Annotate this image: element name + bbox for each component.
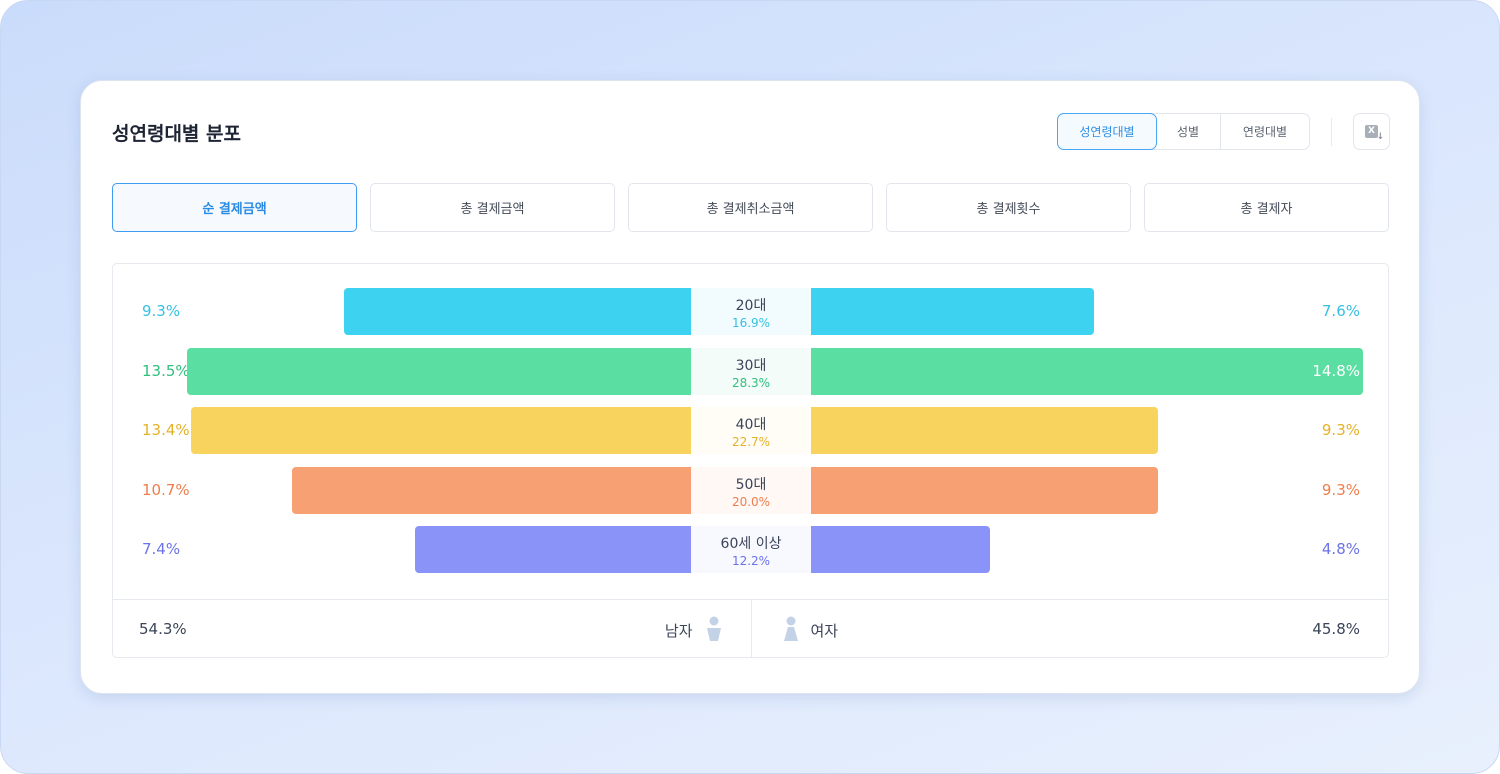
male-bar [187,347,691,395]
toggle-gender[interactable]: 성별 [1156,114,1221,149]
age-group: 30대 [735,357,767,374]
male-bar [344,288,691,335]
gender-summary: 54.3% 남자 여자 45.8% [113,599,1388,658]
male-value-label: 10.7% [142,480,190,499]
male-bar [414,526,691,573]
age-total: 28.3% [731,375,771,390]
age-row: 7.4% 60세 이상 12.2% 4.8% [113,526,1388,573]
tab-total-cancel[interactable]: 총 결제취소금액 [628,183,873,232]
age-center-label: 50대 20.0% [691,466,811,514]
male-bar [191,407,691,454]
female-summary: 여자 45.8% [750,600,1389,658]
female-value-label: 4.8% [1321,540,1360,558]
tab-payer-count[interactable]: 총 결제자 [1144,183,1389,232]
female-value-label: 9.3% [1321,421,1360,439]
age-row: 13.5% 30대 28.3% 14.8% [113,347,1388,395]
age-row: 9.3% 20대 16.9% 7.6% [113,288,1388,335]
tab-net-payment[interactable]: 순 결제금액 [112,183,357,232]
excel-download-icon: X [1365,125,1384,144]
male-percent: 54.3% [139,620,187,638]
age-group: 40대 [735,417,767,433]
female-icon [783,616,798,641]
age-center-label: 20대 16.9% [691,288,811,335]
female-bar [811,288,1095,335]
toggle-gender-age[interactable]: 성연령대별 [1057,113,1157,150]
male-value-label: 13.5% [142,361,190,380]
age-total: 20.0% [731,494,771,509]
divider [1331,118,1332,146]
male-value-label: 9.3% [142,302,181,320]
female-bar [811,407,1158,454]
age-total: 22.7% [731,435,771,449]
age-group: 20대 [735,298,767,314]
age-total: 12.2% [731,554,771,568]
tab-total-payment[interactable]: 총 결제금액 [370,183,615,232]
female-value-label: 7.6% [1321,302,1360,320]
male-value-label: 7.4% [142,540,181,558]
female-percent: 45.8% [1312,620,1360,638]
toggle-age[interactable]: 연령대별 [1242,125,1288,139]
female-bar [811,526,991,573]
male-label: 남자 [664,622,693,640]
metric-tabs: 순 결제금액 총 결제금액 총 결제취소금액 총 결제횟수 총 결제자 [112,183,1389,232]
male-bar [291,466,691,514]
male-summary: 54.3% 남자 [113,600,751,658]
female-bar [811,347,1364,395]
age-group: 50대 [735,476,767,493]
age-center-label: 60세 이상 12.2% [691,526,811,573]
card-title: 성연령대별 분포 [112,123,241,145]
female-value-label: 9.3% [1321,480,1360,499]
pyramid-chart: 54.3% 남자 여자 45.8% 9.3% 20대 16.9% 7.6% 13.5% 3… [112,263,1389,658]
tab-payment-count[interactable]: 총 결제횟수 [886,183,1131,232]
view-toggle: 성연령대별 성별 연령대별 [1057,113,1310,150]
female-value-label: 14.8% [1312,361,1360,380]
excel-download-button[interactable]: X [1353,113,1390,150]
age-center-label: 30대 28.3% [691,347,811,395]
female-label: 여자 [810,622,839,640]
age-row: 13.4% 40대 22.7% 9.3% [113,407,1388,454]
female-bar [811,466,1158,514]
male-value-label: 13.4% [142,421,190,439]
distribution-card: 성연령대별 분포 성연령대별 성별 연령대별 X 순 결제금액 총 결제금액 총… [80,80,1420,694]
age-total: 16.9% [731,316,771,330]
male-icon [706,616,721,641]
age-group: 60세 이상 [720,536,782,552]
age-center-label: 40대 22.7% [691,407,811,454]
age-row: 10.7% 50대 20.0% 9.3% [113,466,1388,514]
